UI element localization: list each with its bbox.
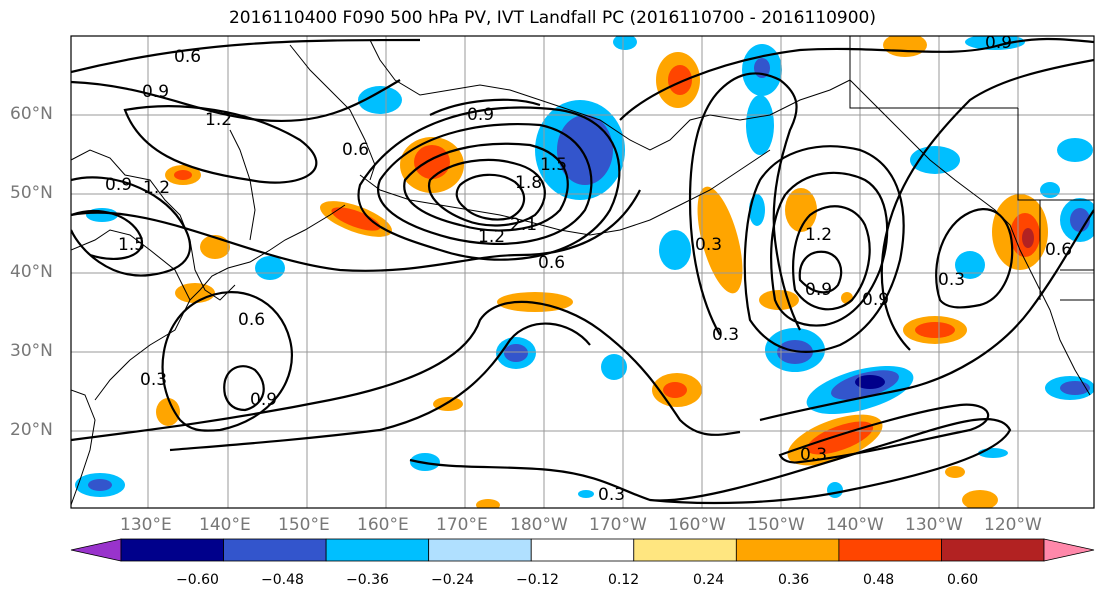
colorbar-segment — [223, 538, 327, 562]
contour-label: 1.2 — [205, 110, 232, 130]
colorbar-extend-low — [70, 538, 122, 562]
colorbar-tick-label: 0.36 — [778, 572, 810, 588]
colorbar-segment — [941, 538, 1045, 562]
lon-label: 130°E — [120, 515, 172, 535]
contour-label: 0.9 — [985, 33, 1012, 53]
contour-label: 0.9 — [467, 105, 494, 125]
contour-labels: 0.6 0.9 1.2 0.6 0.9 1.5 1.8 2.1 1.2 0.6 … — [105, 33, 1072, 505]
colorbar-segment — [735, 538, 840, 562]
lon-label: 120°W — [984, 515, 1042, 535]
colorbar-tick-label: 0.60 — [947, 572, 979, 588]
lat-label: 30°N — [10, 341, 53, 361]
colorbar-segment — [428, 538, 532, 562]
lon-label: 170°W — [589, 515, 647, 535]
contour-label: 1.2 — [143, 178, 170, 198]
colorbar-tick-label: −0.24 — [431, 572, 474, 588]
colorbar-segment — [120, 538, 224, 562]
contour-label: 1.5 — [118, 235, 145, 255]
contour-label: 1.2 — [805, 225, 832, 245]
contour-label: 0.9 — [805, 280, 832, 300]
lon-label: 180°W — [510, 515, 568, 535]
contour-label: 0.6 — [1045, 240, 1072, 260]
map-title: 2016110400 F090 500 hPa PV, IVT Landfall… — [228, 8, 876, 28]
colorbar — [70, 538, 1095, 562]
lon-label: 170°E — [436, 515, 488, 535]
contour-label: 0.3 — [598, 485, 625, 505]
lon-label: 160°W — [668, 515, 726, 535]
lat-label: 40°N — [10, 262, 53, 282]
colorbar-segment — [838, 538, 942, 562]
contour-label: 0.3 — [800, 445, 827, 465]
contour-label: 1.8 — [515, 173, 542, 193]
colorbar-tick-label: −0.36 — [346, 572, 389, 588]
contour-label: 0.3 — [712, 325, 739, 345]
colorbar-extend-high — [1043, 538, 1095, 562]
gridlines — [71, 36, 1094, 508]
lat-label: 20°N — [10, 420, 53, 440]
colorbar-segment — [530, 538, 635, 562]
colorbar-tick-label: −0.60 — [176, 572, 219, 588]
lon-label: 130°W — [905, 515, 963, 535]
contour-label: 0.6 — [342, 140, 369, 160]
colorbar-tick-label: 0.48 — [863, 572, 895, 588]
colorbar-tick-label: 0.12 — [608, 572, 640, 588]
contour-label: 0.9 — [142, 82, 169, 102]
lon-label: 140°W — [826, 515, 884, 535]
contour-label: 0.6 — [538, 253, 565, 273]
lon-label: 140°E — [199, 515, 251, 535]
contour-label: 0.9 — [862, 290, 889, 310]
contour-label: 0.3 — [695, 235, 722, 255]
colorbar-segment — [633, 538, 737, 562]
colorbar-tick-label: −0.48 — [261, 572, 304, 588]
pv-contours — [71, 37, 1094, 505]
lon-label: 160°E — [357, 515, 409, 535]
lat-label: 60°N — [10, 104, 53, 124]
coastlines — [71, 36, 1094, 506]
contour-label: 0.6 — [174, 47, 201, 67]
lat-label: 50°N — [10, 183, 53, 203]
contour-label: 1.2 — [478, 227, 505, 247]
contour-label: 0.9 — [250, 390, 277, 410]
contour-label: 0.3 — [938, 270, 965, 290]
contour-label: 0.6 — [238, 310, 265, 330]
contour-label: 0.9 — [105, 175, 132, 195]
lon-label: 150°E — [278, 515, 330, 535]
contour-label: 1.5 — [540, 155, 567, 175]
contour-label: 0.3 — [140, 370, 167, 390]
lon-label: 150°W — [747, 515, 805, 535]
contour-label: 2.1 — [510, 215, 537, 235]
colorbar-tick-label: −0.12 — [516, 572, 559, 588]
map-frame — [70, 35, 1095, 509]
colorbar-segment — [325, 538, 430, 562]
colorbar-tick-label: 0.24 — [693, 572, 725, 588]
